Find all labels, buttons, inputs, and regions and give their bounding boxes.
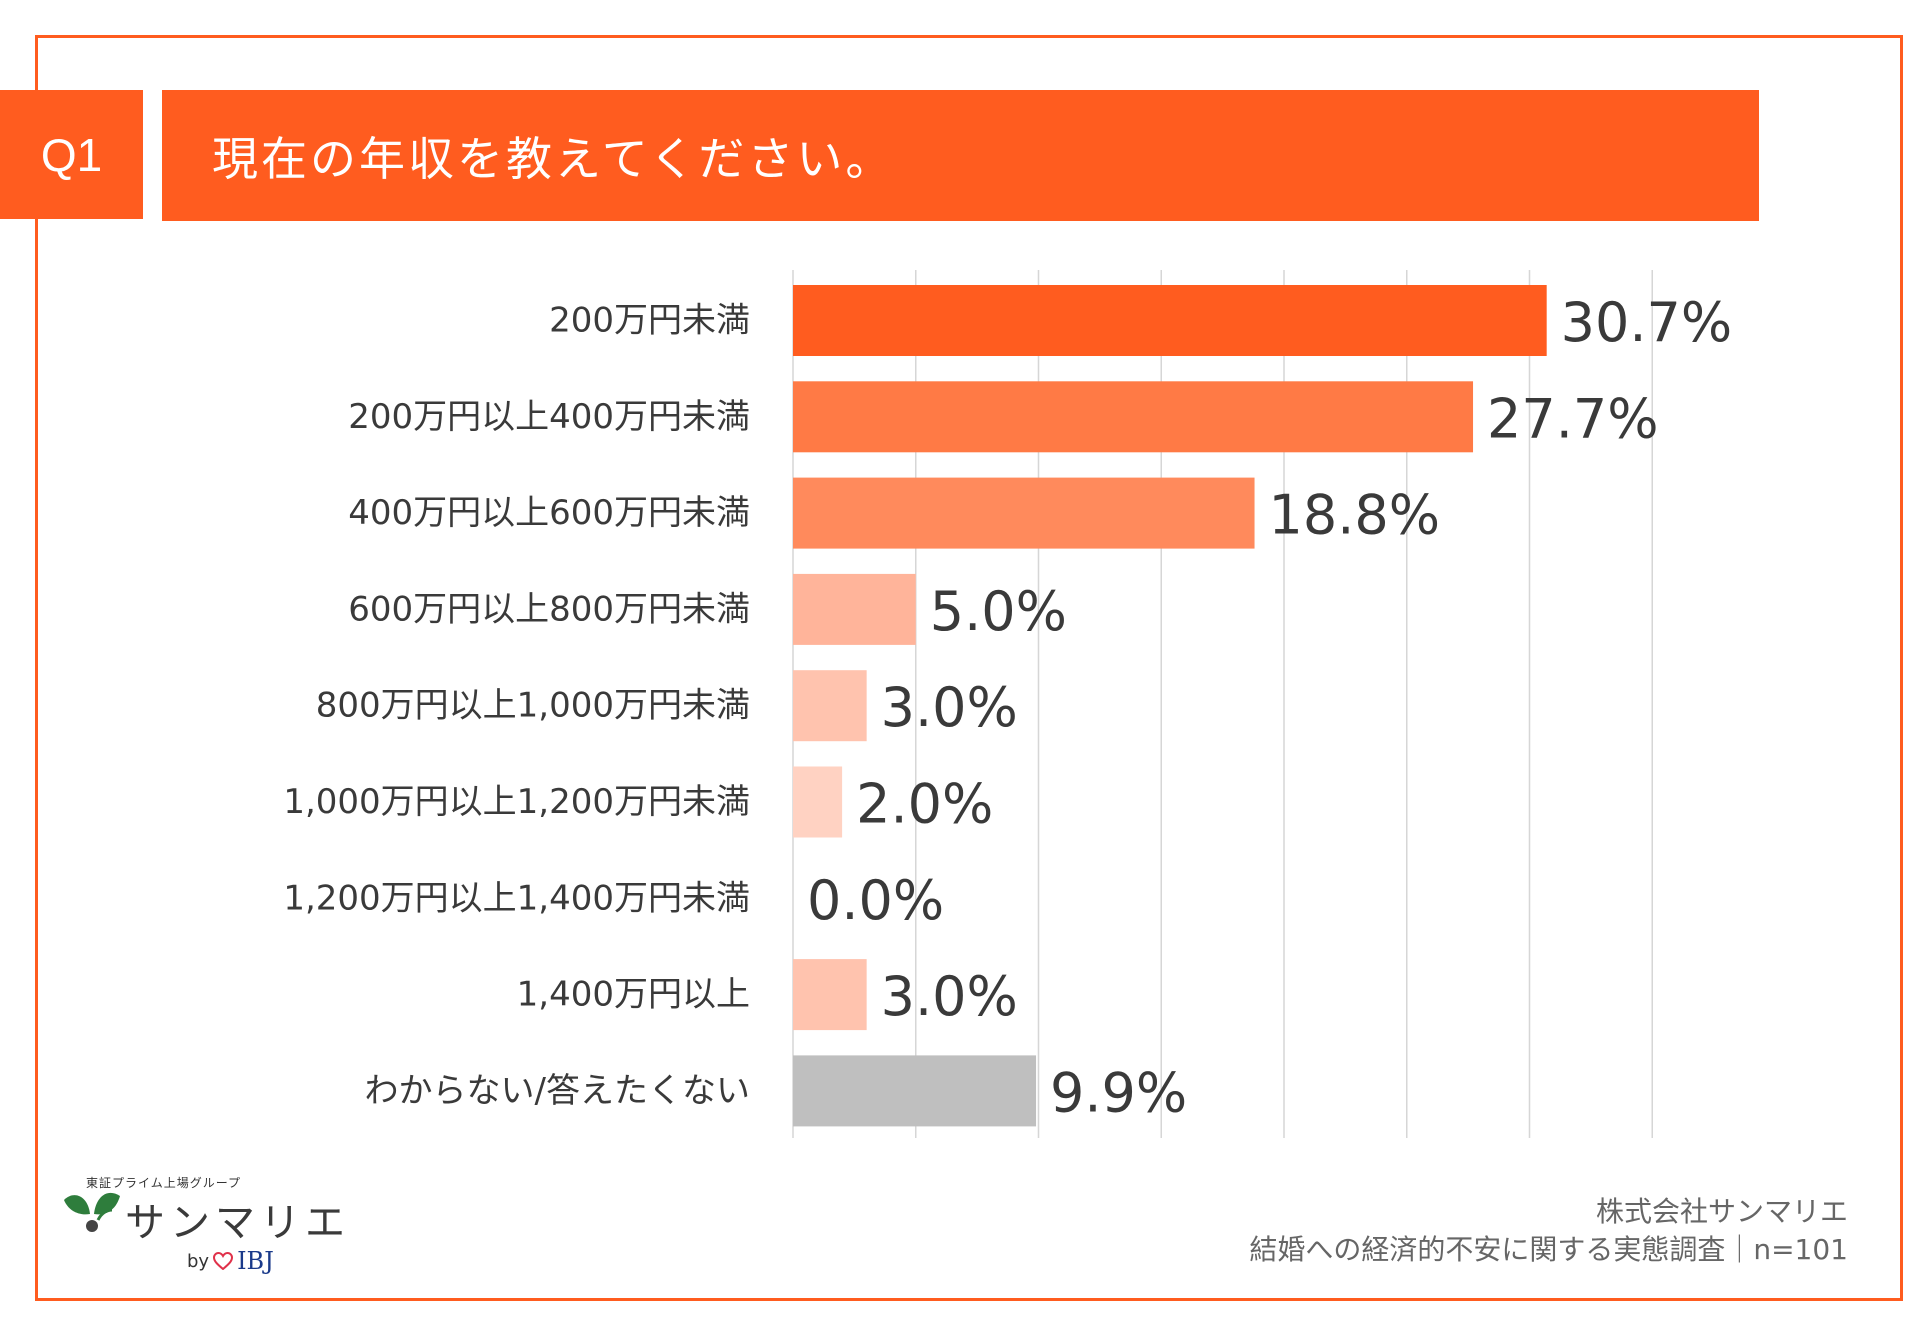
logo-brand: サンマリエ [125,1200,350,1246]
logo-by-text: by [187,1250,210,1272]
survey-info: 結婚への経済的不安に関する実態調査｜n=101 [1249,1233,1848,1266]
value-label: 27.7% [1487,387,1659,450]
category-label: 800万円以上1,000万円未満 [316,686,750,726]
category-label: 400万円以上600万円未満 [348,493,750,533]
bar [793,670,867,742]
bar [793,1055,1037,1127]
category-label: 1,000万円以上1,200万円未満 [283,782,750,822]
bar [793,573,916,645]
logo-partner: IBJ [237,1247,274,1275]
bar [793,477,1255,549]
logo-by: by IBJ [187,1247,274,1275]
category-label: 1,200万円以上1,400万円未満 [283,878,750,918]
value-label: 2.0% [856,773,993,836]
value-label: 30.7% [1561,291,1733,354]
value-label: 5.0% [930,580,1067,643]
bar [793,381,1474,453]
category-label: 1,400万円以上 [517,975,750,1015]
frame-border [35,35,1903,1301]
logo-group-text: 東証プライム上場グループ [86,1176,242,1190]
category-label: 600万円以上800万円未満 [348,589,750,629]
value-label: 3.0% [881,965,1018,1028]
bar [793,285,1547,356]
category-label: 200万円以上400万円未満 [348,397,750,437]
leaf-logo-icon [64,1192,120,1232]
value-label: 18.8% [1269,484,1441,547]
category-label: 200万円未満 [549,301,750,341]
heart-icon [213,1252,234,1270]
question-number: Q1 [0,90,143,219]
bar [793,766,843,838]
category-label: わからない/答えたくない [365,1071,750,1111]
bar [793,959,867,1031]
value-label: 3.0% [881,676,1018,739]
question-title: 現在の年収を教えてください。 [162,90,1759,221]
value-label: 9.9% [1050,1061,1187,1124]
company-name: 株式会社サンマリエ [1595,1195,1848,1228]
value-label: 0.0% [807,869,944,932]
